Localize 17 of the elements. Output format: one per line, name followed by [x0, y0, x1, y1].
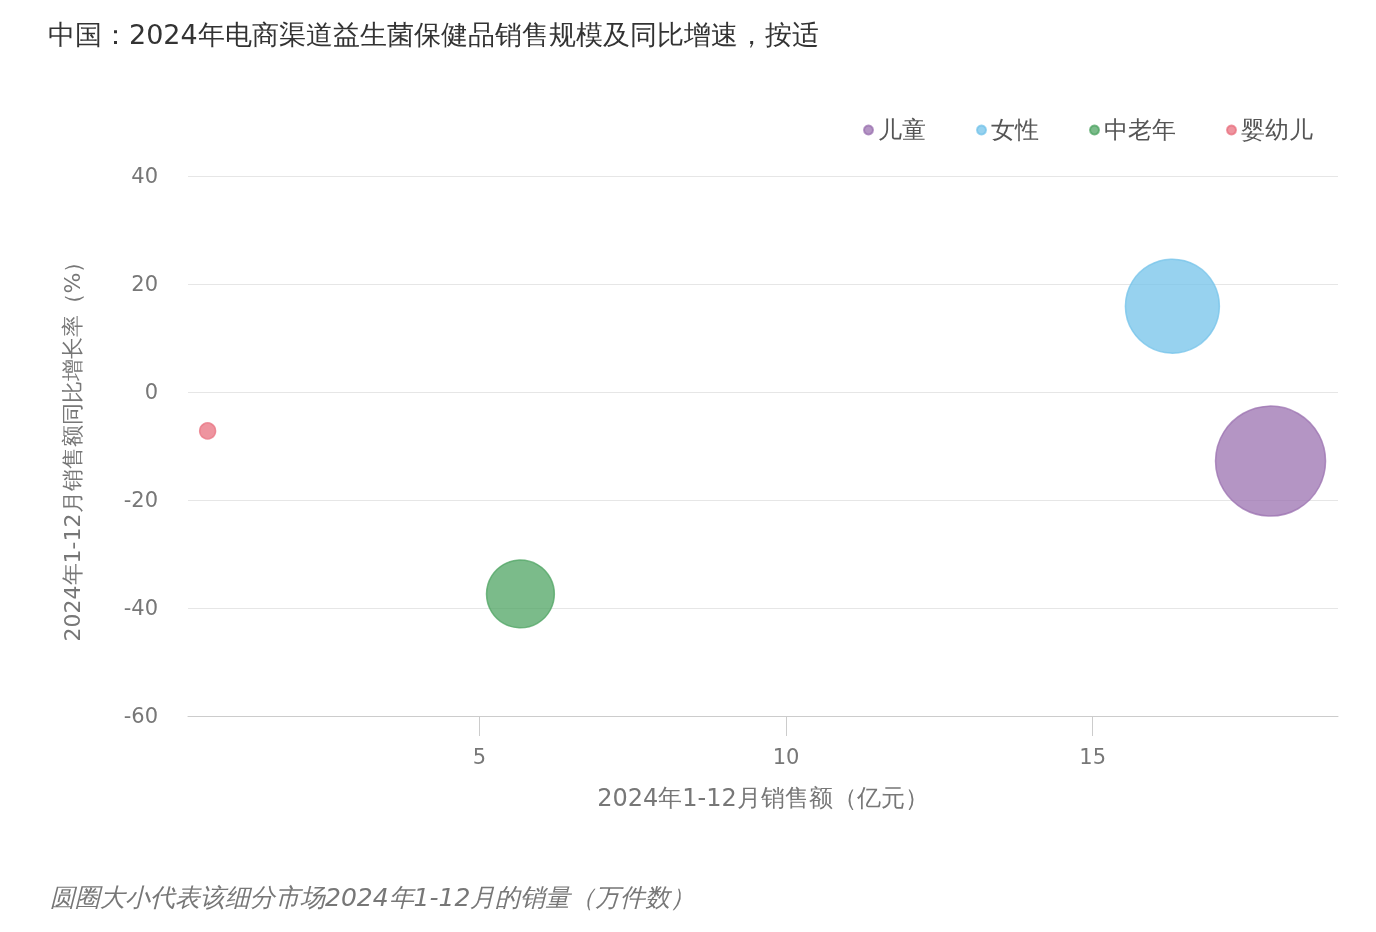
y-tick-label: 40	[131, 164, 158, 188]
y-tick-label: 0	[144, 380, 158, 404]
y-tick-label: -40	[123, 596, 158, 620]
y-tick-label: -60	[123, 704, 158, 728]
y-axis-title: 2024年1-12月销售额同比增长率（%）	[59, 250, 85, 642]
legend-label: 女性	[991, 116, 1039, 144]
chart-title: 中国：2024年电商渠道益生菌保健品销售规模及同比增速，按适	[48, 19, 819, 50]
x-tick-label: 5	[472, 744, 487, 769]
legend-label: 儿童	[878, 116, 926, 144]
y-tick-label: -20	[123, 488, 158, 512]
x-axis-title: 2024年1-12月销售额（亿元）	[597, 784, 929, 812]
legend-label: 婴幼儿	[1241, 116, 1313, 144]
text: 圆圈大小代表该细分市场2024年1-12月的销量（万件数）	[50, 883, 696, 912]
x-tick-label: 15	[1079, 744, 1107, 769]
x-tick-label: 10	[772, 744, 800, 769]
legend-label: 中老年	[1104, 116, 1176, 144]
y-tick-label: 20	[131, 272, 158, 296]
